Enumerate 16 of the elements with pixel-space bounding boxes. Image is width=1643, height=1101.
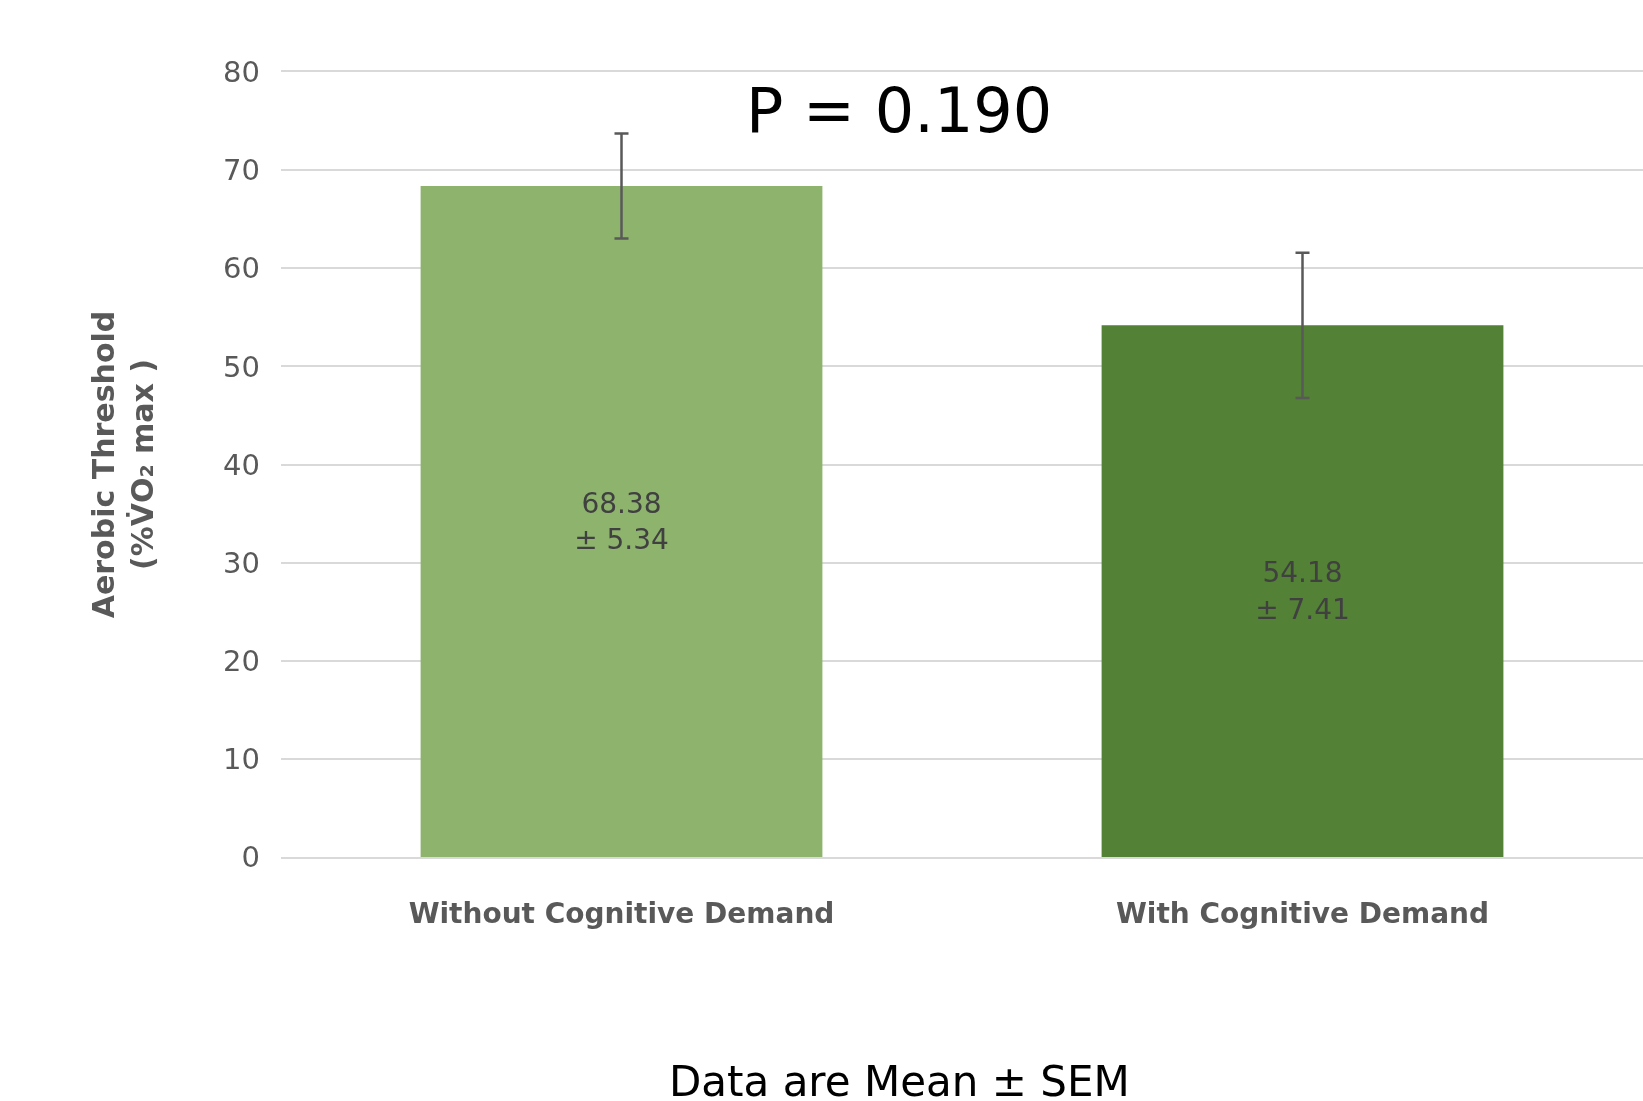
- y-tick-label: 40: [223, 447, 260, 482]
- y-tick-label: 10: [223, 742, 260, 777]
- y-tick-label: 0: [241, 840, 260, 875]
- data-label: 54.18 ± 7.41: [1255, 556, 1350, 626]
- x-tick-label: Without Cognitive Demand: [408, 896, 835, 930]
- y-tick-label: 80: [223, 55, 260, 90]
- y-tick-label: 50: [223, 349, 260, 384]
- text: Data are Mean ± SEM: [669, 1057, 1130, 1101]
- y-tick-label: 60: [223, 251, 260, 286]
- y-tick-label: 20: [223, 643, 260, 678]
- annotation: P = 0.190: [746, 74, 1053, 147]
- y-tick-label: 70: [223, 153, 260, 188]
- y-tick-label: 30: [223, 545, 260, 580]
- x-tick-label: With Cognitive Demand: [1115, 896, 1490, 930]
- data-label: 68.38 ± 5.34: [574, 486, 669, 557]
- y-axis-title: Aerobic Threshold (%V̇O₂ max ): [86, 310, 161, 619]
